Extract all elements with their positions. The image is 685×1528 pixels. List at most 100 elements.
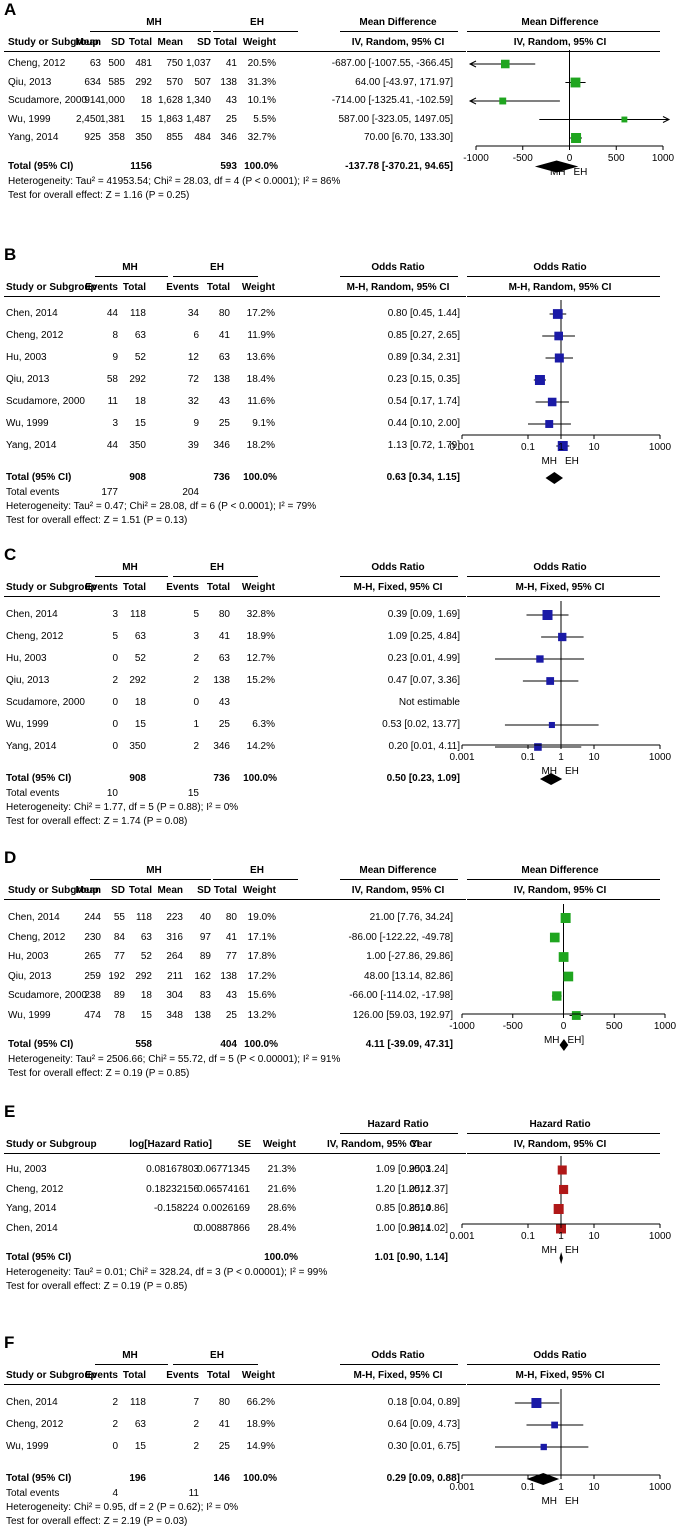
- point-estimate: [500, 59, 510, 69]
- study-name: Cheng, 2012: [8, 58, 66, 69]
- study-cell: 0.08167803: [146, 1164, 199, 1175]
- study-name: Scudamore, 2000: [8, 990, 87, 1001]
- study-cell: 25: [225, 113, 237, 125]
- total-events-label: Total events: [6, 487, 60, 498]
- study-cell: 12: [187, 352, 199, 363]
- total-events-1: 177: [101, 487, 118, 498]
- study-cell: 84: [113, 931, 125, 943]
- study-cell: 89: [199, 951, 211, 962]
- study-weight: 66.2%: [246, 1397, 275, 1408]
- study-cell: 265: [84, 951, 101, 962]
- study-weight: 28.6%: [267, 1203, 296, 1214]
- study-cell: 63: [134, 330, 146, 341]
- study-cell: 2: [112, 1397, 118, 1408]
- study-cell: 316: [166, 931, 183, 943]
- study-name: Qiu, 2013: [6, 374, 50, 385]
- group2-underline: [173, 276, 258, 277]
- study-ci: 1.00 [-27.86, 29.86]: [366, 951, 453, 962]
- x-tick-label: 0: [567, 153, 573, 164]
- axis-label-group2: EH: [565, 1496, 579, 1507]
- study-ci: 0.18 [0.04, 0.89]: [387, 1397, 460, 1408]
- total-ci: 0.50 [0.23, 1.09]: [386, 773, 460, 784]
- col-header-method: IV, Random, 95% CI: [351, 37, 445, 48]
- group1-header: MH: [122, 562, 138, 573]
- study-weight: 28.4%: [267, 1222, 296, 1234]
- study-cell: 346: [213, 440, 230, 451]
- study-cell: 18: [134, 396, 146, 407]
- point-estimate: [546, 677, 555, 685]
- study-cell: 15: [134, 418, 146, 429]
- study-cell: 1,487: [185, 113, 211, 125]
- plot-measure-underline: [467, 879, 660, 880]
- total-label: Total (95% CI): [6, 1252, 72, 1263]
- forest-panel-b: B MH EH Odds Ratio Odds Ratio Study or Subgro…: [0, 245, 685, 545]
- study-cell: 138: [194, 1009, 211, 1021]
- study-cell: 211: [167, 970, 183, 982]
- total-label: Total (95% CI): [6, 472, 72, 483]
- study-cell: 7: [193, 1397, 199, 1408]
- ci-arrow-left: [468, 60, 477, 68]
- total-label: Total (95% CI): [6, 773, 72, 784]
- study-cell: 72: [187, 374, 199, 385]
- header-rule: [4, 1384, 466, 1385]
- study-weight: 20.5%: [247, 58, 276, 69]
- study-cell: 52: [134, 352, 146, 363]
- study-name: Cheng, 2012: [6, 631, 64, 642]
- study-cell: 40: [199, 912, 211, 923]
- study-cell: 2: [193, 1419, 199, 1430]
- study-cell: 63: [134, 1419, 146, 1430]
- point-estimate: [559, 1184, 569, 1195]
- study-cell: 0.18232156: [146, 1183, 199, 1195]
- study-cell: 11: [107, 396, 118, 407]
- forest-plot: 0.001 0.1 1 10 1000 MH EH: [449, 601, 672, 785]
- total-ci: 1.01 [0.90, 1.14]: [374, 1252, 448, 1263]
- point-estimate: [571, 133, 582, 143]
- col-header-1: Events: [85, 582, 118, 593]
- col-header-2: SD: [111, 885, 125, 896]
- x-tick-label: 1: [558, 1482, 564, 1493]
- study-cell: 118: [130, 609, 146, 620]
- study-cell: 9: [193, 418, 199, 429]
- axis-label-group2: EH: [574, 167, 588, 178]
- study-cell: 39: [187, 440, 199, 451]
- study-cell: 358: [108, 132, 125, 143]
- study-name: Chen, 2014: [6, 1222, 58, 1234]
- study-ci: 0.54 [0.17, 1.74]: [387, 396, 460, 407]
- study-cell: 77: [225, 951, 237, 962]
- total-ci: 4.11 [-39.09, 47.31]: [365, 1039, 453, 1050]
- group2-header: EH: [210, 262, 224, 273]
- study-weight: 31.3%: [247, 76, 276, 88]
- study-name: Wu, 1999: [6, 719, 49, 730]
- total-diamond: [526, 1473, 560, 1485]
- study-ci: 0.89 [0.34, 2.31]: [387, 352, 460, 363]
- plot-header-rule: [467, 899, 660, 900]
- study-weight: 32.8%: [246, 609, 275, 620]
- point-estimate: [534, 375, 545, 385]
- study-cell: 34: [187, 308, 199, 319]
- total-events-2: 11: [188, 1488, 199, 1499]
- study-cell: 15: [140, 1009, 152, 1021]
- x-tick-label: 1: [558, 1231, 564, 1242]
- x-tick-label: 10: [588, 1231, 600, 1242]
- study-cell: 118: [130, 308, 146, 319]
- x-tick-label: 1: [558, 442, 564, 453]
- point-estimate: [554, 353, 564, 363]
- total-n1: 196: [129, 1473, 146, 1484]
- study-cell: 63: [140, 931, 152, 943]
- group2-header: EH: [250, 17, 264, 28]
- col-header-3: Events: [166, 582, 199, 593]
- study-cell: 914: [84, 95, 101, 106]
- plot-measure-header: Mean Difference: [521, 17, 599, 28]
- study-cell: 346: [213, 741, 230, 752]
- measure-underline: [340, 576, 458, 577]
- axis-label-group2: EH: [565, 766, 579, 777]
- plot-measure-header: Mean Difference: [521, 865, 599, 876]
- total-events-2: 204: [182, 487, 199, 498]
- plot-method-header: M-H, Random, 95% CI: [508, 282, 612, 293]
- group2-header: EH: [210, 1350, 224, 1361]
- study-cell: 41: [218, 330, 230, 341]
- plot-method-header: M-H, Fixed, 95% CI: [515, 582, 605, 593]
- total-events-1: 10: [106, 788, 118, 799]
- study-cell: 230: [84, 931, 101, 943]
- point-estimate: [621, 116, 628, 123]
